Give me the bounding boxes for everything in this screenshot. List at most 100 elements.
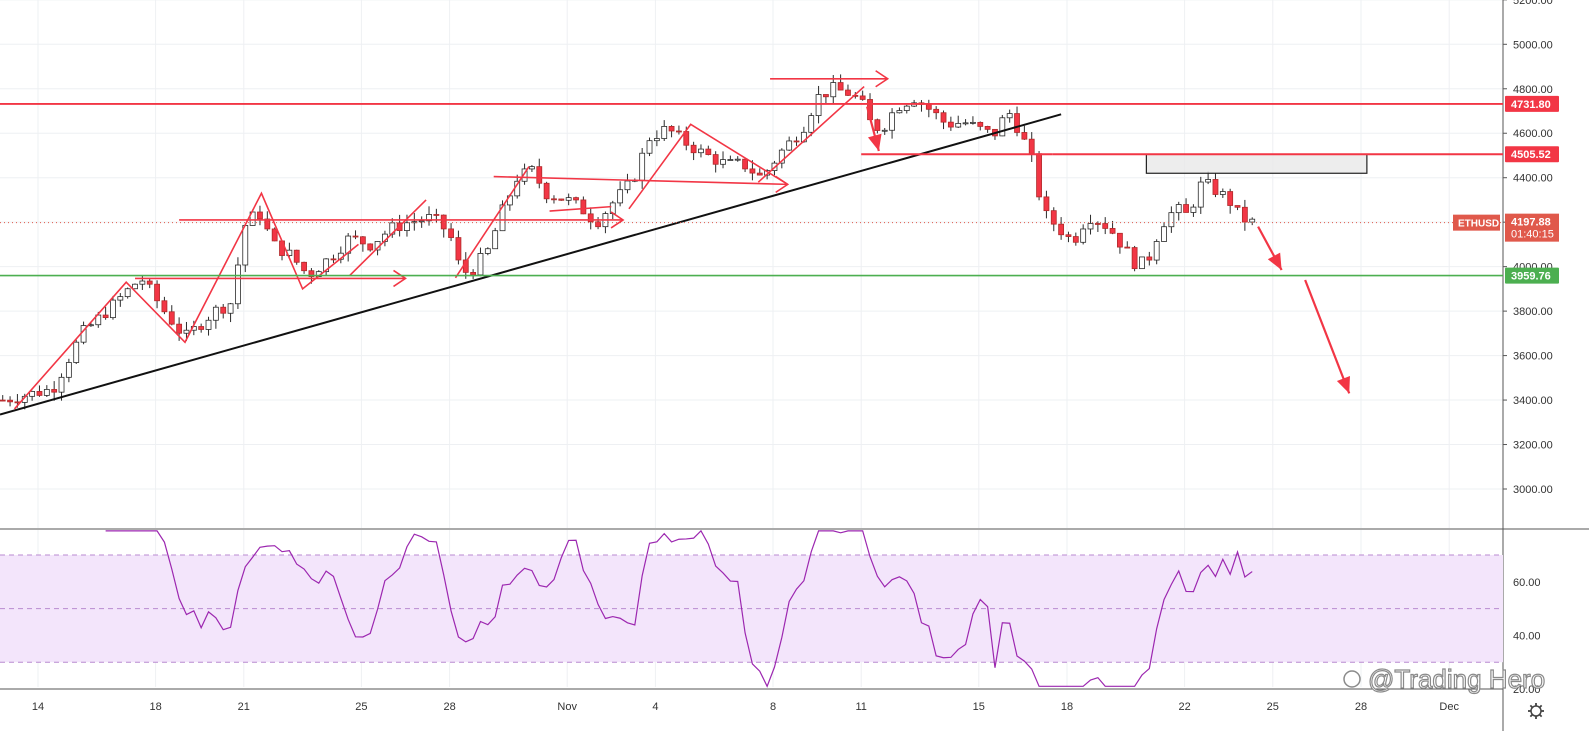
candle-body [139, 280, 146, 285]
candle-body [1146, 256, 1153, 261]
watermark-text: @Trading Hero [1368, 664, 1545, 694]
watermark: @Trading Hero [1343, 663, 1546, 695]
candle-body [587, 213, 594, 223]
wave-arrow[interactable] [349, 199, 427, 277]
candle-body [102, 314, 109, 319]
wave-arrow[interactable] [628, 123, 789, 210]
price-tick-label: 5000.00 [1513, 39, 1553, 51]
gear-icon-ring [1530, 705, 1542, 717]
candle-body [492, 230, 499, 250]
candle-body [212, 306, 219, 321]
price-tag-label: 3959.76 [1511, 271, 1551, 283]
candle-body [29, 391, 36, 397]
candle-body [1072, 236, 1079, 243]
candle-body [235, 264, 241, 305]
rsi-panel [0, 529, 1503, 688]
candle-body [110, 299, 116, 319]
candle-body [124, 288, 131, 298]
candle-body [198, 326, 205, 330]
candle-body [984, 126, 991, 130]
candle-body [1014, 113, 1020, 133]
time-axis[interactable]: 14 18 21 25 28 Nov 4 8 11 15 18 22 25 28 Dec [32, 701, 1460, 713]
arrowhead [867, 133, 882, 152]
candle-body [1241, 206, 1248, 223]
arrowhead [875, 70, 890, 88]
candle-body [1249, 218, 1256, 223]
countdown-label: 01:40:15 [1511, 229, 1554, 241]
wave-arrow[interactable] [13, 191, 359, 410]
wave-arrow[interactable] [549, 205, 612, 212]
candle-body [903, 105, 910, 111]
candle-body [837, 82, 844, 91]
candle-body [624, 180, 631, 191]
candle-body [43, 389, 50, 396]
candle-body [617, 189, 624, 204]
candle-body [1043, 196, 1050, 212]
last-price-label: 4197.88 [1511, 217, 1551, 229]
price-tag-label: 4731.80 [1511, 99, 1551, 111]
rsi-tick-label: 20.00 [1513, 684, 1541, 696]
candle-body [1117, 232, 1123, 248]
wave-arrow[interactable] [757, 85, 865, 183]
candle-body [756, 172, 763, 176]
candle-body [778, 149, 785, 164]
candle-body [1161, 226, 1167, 242]
price-tick-label: 5200.00 [1513, 0, 1553, 7]
candle-body [727, 159, 734, 161]
candle-body [823, 94, 829, 98]
price-tag-label: 4505.52 [1511, 149, 1551, 161]
candle-body [881, 129, 888, 132]
candle-body [161, 300, 168, 313]
gear-icon[interactable] [1528, 703, 1544, 719]
symbol-tag [1453, 214, 1500, 231]
candle-body [1168, 212, 1175, 228]
candle-body [220, 306, 227, 314]
candle-body [146, 280, 153, 285]
time-tick-label: 25 [1267, 701, 1279, 713]
candle-body [830, 82, 837, 98]
candle-body [1028, 138, 1035, 155]
candle-body [264, 218, 271, 230]
candle-body [573, 197, 579, 201]
candle-body [227, 303, 234, 314]
rsi-line [105, 529, 1253, 688]
arrowhead [775, 175, 790, 194]
candle-body [1234, 205, 1241, 208]
time-tick-label: 14 [32, 701, 44, 713]
horizontal-arrow[interactable] [493, 175, 788, 186]
candle-body [646, 140, 653, 154]
candle-body [940, 112, 947, 123]
candle-body [786, 140, 793, 151]
candle-body [749, 168, 756, 174]
candle-body [470, 271, 477, 276]
candle-body [271, 228, 278, 242]
candle-body [580, 199, 587, 215]
trendline[interactable] [0, 113, 1062, 416]
candle-body [1190, 206, 1197, 213]
candle-body [1050, 210, 1057, 225]
candle-body [7, 399, 13, 403]
projection-arrow[interactable] [1304, 279, 1351, 394]
candle-body [1153, 241, 1160, 261]
candle-body [404, 222, 410, 231]
candle-body [999, 117, 1006, 137]
candle-body [1094, 223, 1101, 225]
candle-body [859, 95, 866, 100]
time-tick-label: 18 [1061, 701, 1073, 713]
candle-body [889, 112, 895, 131]
candle-body [242, 225, 249, 266]
arrowhead [610, 211, 625, 229]
supply-zone-box[interactable] [1145, 153, 1368, 174]
price-tick-label: 3000.00 [1513, 484, 1553, 496]
price-tick-label: 3200.00 [1513, 440, 1553, 452]
price-tick-label: 4600.00 [1513, 128, 1553, 140]
time-tick-label: 18 [149, 701, 161, 713]
candle-body [734, 158, 741, 161]
time-tick-label: 4 [652, 701, 658, 713]
candle-body [1139, 256, 1145, 270]
candle-body [359, 236, 366, 245]
drawings [0, 70, 1368, 416]
candle-body [58, 376, 65, 393]
candle-body [323, 258, 330, 273]
